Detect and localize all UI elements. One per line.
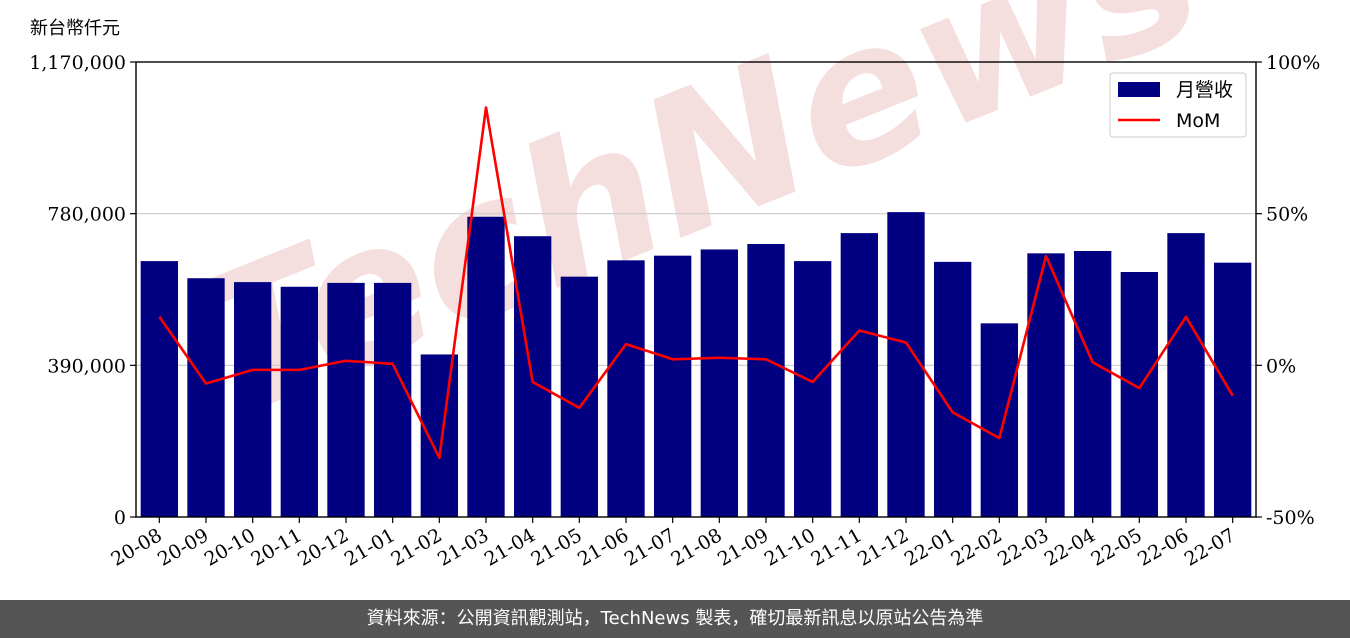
- mom-line-path: [158, 106, 1234, 460]
- revenue-bar: [187, 278, 225, 517]
- y-left-tick-label: 0: [114, 507, 126, 529]
- x-tick-label: 20-12: [294, 524, 352, 570]
- x-tick-label: 20-09: [154, 524, 212, 570]
- x-tick-label: 20-08: [107, 524, 165, 570]
- x-tick-label: 21-05: [527, 524, 585, 570]
- revenue-bar: [1214, 262, 1252, 517]
- technews-watermark: TechNews: [164, 0, 1228, 462]
- revenue-chart: TechNews 0 390,000 780,000 1,170,000 -50% 0% 5…: [29, 0, 1320, 571]
- x-tick-label: 20-10: [201, 524, 259, 570]
- revenue-bar: [420, 354, 458, 517]
- x-tick-label: 21-10: [761, 524, 819, 570]
- y-left-tick-label: 390,000: [47, 355, 126, 377]
- revenue-bar: [840, 233, 878, 517]
- source-footer: 資料來源：公開資訊觀測站，TechNews 製表，確切最新訊息以原站公告為準: [0, 600, 1350, 638]
- legend-line-label: MoM: [1176, 110, 1220, 132]
- y-left-tick-label: 780,000: [47, 204, 126, 226]
- x-tick-label: 22-05: [1087, 524, 1145, 570]
- revenue-bar: [234, 282, 272, 517]
- x-tick-label: 21-04: [481, 524, 539, 570]
- revenue-bar: [1167, 233, 1205, 517]
- watermark-text: TechNews: [164, 0, 1228, 462]
- revenue-bar: [887, 212, 925, 517]
- revenue-bar: [980, 323, 1018, 517]
- x-tick-label: 21-09: [714, 524, 772, 570]
- legend-bar-swatch: [1118, 82, 1160, 97]
- revenue-bar: [607, 260, 645, 517]
- x-tick-label: 22-07: [1181, 524, 1239, 570]
- x-tick-label: 21-11: [807, 524, 865, 570]
- x-tick-label: 22-06: [1134, 524, 1192, 570]
- revenue-bar: [467, 216, 505, 517]
- x-tick-label: 21-03: [434, 524, 492, 570]
- y-right-tick-label: -50%: [1266, 507, 1315, 529]
- revenue-bar: [1027, 253, 1065, 518]
- revenue-bar: [654, 255, 692, 517]
- revenue-bar: [327, 282, 365, 517]
- x-tick-label: 21-12: [854, 524, 912, 570]
- revenue-bar: [934, 261, 972, 517]
- y-right-tick-label: 50%: [1266, 204, 1308, 226]
- x-tick-label: 22-04: [1041, 524, 1099, 570]
- y-axis-unit-label: 新台幣仟元: [30, 18, 120, 39]
- x-tick-label: 21-02: [387, 524, 445, 570]
- revenue-bar: [794, 261, 832, 517]
- y-right-tick-label: 0%: [1266, 355, 1296, 377]
- x-tick-label: 20-11: [247, 524, 305, 570]
- y-right-tick-label: 100%: [1266, 52, 1320, 74]
- plot-frame: [135, 61, 1257, 518]
- revenue-bar: [747, 244, 785, 517]
- x-tick-label: 21-08: [667, 524, 725, 570]
- revenue-bar: [1120, 272, 1158, 517]
- revenue-bar: [700, 249, 738, 517]
- x-tick-label: 21-07: [621, 524, 679, 570]
- revenue-bars: [140, 212, 1252, 518]
- legend: 月營收 MoM: [1109, 72, 1247, 138]
- revenue-bar: [140, 261, 178, 517]
- mom-line: [158, 106, 1234, 460]
- revenue-bar: [280, 286, 318, 517]
- x-tick-label: 21-01: [341, 524, 399, 570]
- x-tick-label: 22-03: [994, 524, 1052, 570]
- revenue-bar: [1074, 251, 1112, 517]
- x-tick-label: 21-06: [574, 524, 632, 570]
- revenue-bar: [560, 276, 598, 517]
- revenue-bar: [374, 282, 412, 517]
- legend-bar-label: 月營收: [1176, 79, 1233, 101]
- x-tick-label: 22-01: [901, 524, 959, 570]
- x-tick-label: 22-02: [947, 524, 1005, 570]
- y-left-tick-label: 1,170,000: [29, 52, 126, 74]
